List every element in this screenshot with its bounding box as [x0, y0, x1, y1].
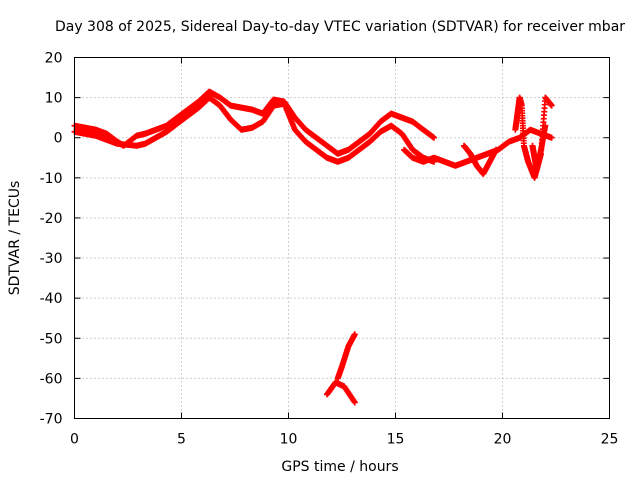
y-tick-labels: 20 10 0 -10 -20 -30 -40 -50 -60 -70: [40, 51, 63, 428]
data-point: [493, 146, 500, 153]
y-tick-label: -60: [40, 371, 63, 387]
x-tick-label: 15: [387, 432, 405, 448]
x-tick-labels: 0 5 10 15 20 25: [70, 432, 618, 448]
x-axis-label: GPS time / hours: [281, 459, 398, 475]
data-point: [431, 134, 438, 141]
data-point: [548, 102, 555, 109]
x-tick-label: 10: [280, 432, 298, 448]
series-track-g: [334, 331, 358, 382]
y-tick-label: 10: [45, 91, 63, 107]
y-tick-label: -20: [40, 211, 63, 227]
y-tick-label: 0: [54, 131, 63, 147]
y-tick-label: -50: [40, 331, 63, 347]
plot-frame: [74, 57, 610, 419]
series-track-c: [401, 126, 555, 169]
y-tick-label: -30: [40, 251, 63, 267]
series-track-f: [529, 122, 549, 173]
data-point: [548, 134, 555, 141]
series-track-b: [71, 94, 438, 165]
data-point: [351, 399, 358, 406]
data-point: [351, 331, 358, 338]
y-tick-label: -40: [40, 291, 63, 307]
y-tick-label: -10: [40, 171, 63, 187]
x-tick-label: 0: [70, 432, 79, 448]
y-tick-label: 20: [45, 51, 63, 67]
series-track-d: [460, 142, 500, 177]
data-points: [71, 88, 555, 406]
data-point: [542, 122, 549, 129]
x-tick-label: 20: [494, 432, 512, 448]
x-tick-label: 5: [177, 432, 186, 448]
axis-ticks: [74, 57, 610, 419]
y-tick-label: -70: [40, 412, 63, 428]
y-axis-label: SDTVAR / TECUs: [7, 181, 23, 296]
chart-title: Day 308 of 2025, Sidereal Day-to-day VTE…: [55, 19, 625, 35]
x-tick-label: 25: [601, 432, 619, 448]
series-track-h: [324, 379, 358, 406]
